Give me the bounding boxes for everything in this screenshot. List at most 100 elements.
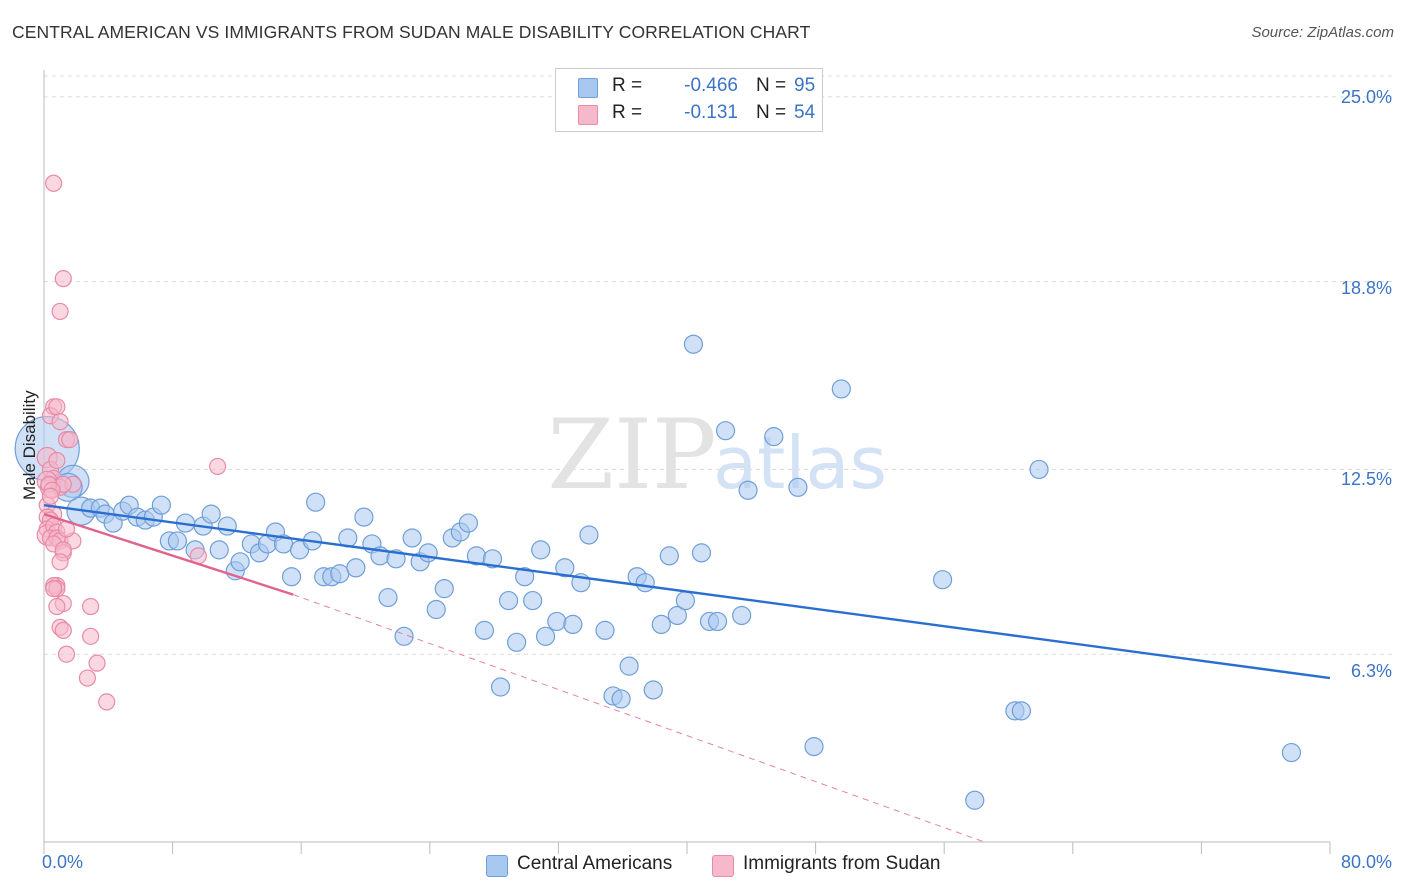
bottom-legend-swatch-blue xyxy=(486,855,508,877)
point-central-american-54 xyxy=(482,549,503,569)
point-sudan-50 xyxy=(209,457,227,476)
point-sudan-44 xyxy=(82,597,100,616)
trend-extension-sudan xyxy=(292,594,985,843)
point-central-american-48 xyxy=(434,579,454,599)
point-sudan-38 xyxy=(45,580,63,598)
point-central-american-21 xyxy=(217,516,237,536)
x-tick-label-min: 0.0% xyxy=(42,852,84,872)
point-central-american-79 xyxy=(691,543,712,563)
y-tick-label-25: 25.0% xyxy=(1340,87,1392,107)
point-central-american-47 xyxy=(426,599,446,620)
point-central-american-35 xyxy=(330,564,350,584)
point-central-american-43 xyxy=(394,626,414,646)
point-central-american-86 xyxy=(788,477,808,497)
point-central-american-90 xyxy=(965,790,985,810)
point-central-american-93 xyxy=(1029,459,1049,480)
point-central-american-74 xyxy=(651,614,671,635)
y-tick-label-18-8: 18.8% xyxy=(1340,278,1392,298)
point-central-american-81 xyxy=(707,611,728,632)
point-central-american-58 xyxy=(515,567,535,587)
bottom-legend-swatch-pink xyxy=(712,855,734,877)
point-sudan-5 xyxy=(48,398,66,416)
point-central-american-67 xyxy=(595,620,615,640)
point-central-american-94 xyxy=(1281,742,1302,763)
legend-n-value: 95 xyxy=(794,75,816,96)
point-sudan-46 xyxy=(88,654,106,672)
legend-r-label: R = xyxy=(612,75,643,96)
point-sudan-6 xyxy=(51,413,69,431)
point-central-american-29 xyxy=(281,567,302,587)
point-central-american-41 xyxy=(378,587,398,608)
trend-line-sudan xyxy=(43,512,294,596)
point-sudan-11 xyxy=(48,451,66,470)
trend-line-central-american xyxy=(43,503,1331,680)
legend-r-label: R = xyxy=(612,102,643,123)
legend-r-value: -0.131 xyxy=(684,102,738,123)
point-central-american-60 xyxy=(531,540,551,560)
point-central-american-32 xyxy=(306,492,326,512)
point-central-american-77 xyxy=(675,590,695,611)
point-central-american-19 xyxy=(201,504,221,524)
legend-r-value: -0.466 xyxy=(684,75,738,96)
y-tick-label-6-3: 6.3% xyxy=(1350,661,1392,681)
y-axis-title: Male Disability xyxy=(20,390,39,500)
point-central-american-53 xyxy=(474,620,495,640)
point-central-american-55 xyxy=(490,677,511,697)
point-central-american-61 xyxy=(535,626,556,646)
point-central-american-78 xyxy=(683,334,704,354)
point-sudan-40 xyxy=(48,597,66,616)
watermark-zip: ZIP xyxy=(547,399,716,511)
point-central-american-70 xyxy=(619,656,639,676)
point-central-american-13 xyxy=(151,495,171,515)
point-sudan-0 xyxy=(45,174,63,192)
point-central-american-76 xyxy=(667,605,687,626)
point-sudan-2 xyxy=(51,302,69,321)
point-sudan-1 xyxy=(54,270,72,288)
point-central-american-87 xyxy=(804,737,824,757)
point-central-american-15 xyxy=(167,531,188,551)
point-central-american-63 xyxy=(555,558,575,578)
point-central-american-89 xyxy=(932,570,953,590)
point-sudan-34 xyxy=(51,553,69,571)
point-central-american-88 xyxy=(831,379,851,399)
point-central-american-44 xyxy=(402,528,422,548)
point-sudan-48 xyxy=(98,693,116,711)
point-central-american-83 xyxy=(732,605,752,626)
point-central-american-84 xyxy=(738,480,758,500)
bottom-legend-label: Central Americans xyxy=(517,853,673,874)
point-central-american-69 xyxy=(611,689,631,709)
legend-swatch-pink xyxy=(578,105,598,125)
point-central-american-57 xyxy=(507,632,527,652)
point-central-american-42 xyxy=(386,549,406,569)
point-central-american-72 xyxy=(635,573,655,593)
chart-title: CENTRAL AMERICAN VS IMMIGRANTS FROM SUDA… xyxy=(12,22,811,42)
y-tick-label-12-5: 12.5% xyxy=(1340,469,1392,489)
point-central-american-38 xyxy=(354,507,374,527)
point-central-american-59 xyxy=(523,590,543,611)
legend-n-label: N = xyxy=(756,75,787,96)
point-sudan-45 xyxy=(82,627,100,645)
point-sudan-8 xyxy=(61,431,79,449)
point-central-american-75 xyxy=(659,546,679,566)
source-label: Source: ZipAtlas.com xyxy=(1251,24,1394,41)
point-central-american-62 xyxy=(547,611,567,632)
point-central-american-37 xyxy=(346,558,366,578)
point-central-american-66 xyxy=(579,525,599,545)
point-central-american-23 xyxy=(230,552,250,572)
bottom-legend-label: Immigrants from Sudan xyxy=(743,853,941,874)
legend-n-label: N = xyxy=(756,102,787,123)
point-central-american-82 xyxy=(715,421,736,441)
point-central-american-51 xyxy=(458,513,478,533)
point-sudan-47 xyxy=(78,669,97,687)
point-sudan-42 xyxy=(54,621,72,639)
point-central-american-56 xyxy=(498,590,519,611)
point-central-american-46 xyxy=(418,543,438,563)
legend: R = -0.466 N = 95 R = -0.131 N = 54 xyxy=(555,68,823,132)
point-central-american-85 xyxy=(764,427,784,447)
point-central-american-92 xyxy=(1011,701,1031,721)
legend-swatch-blue xyxy=(578,78,598,98)
legend-n-value: 54 xyxy=(794,102,816,123)
point-sudan-43 xyxy=(57,645,76,663)
point-sudan-53 xyxy=(41,487,60,505)
